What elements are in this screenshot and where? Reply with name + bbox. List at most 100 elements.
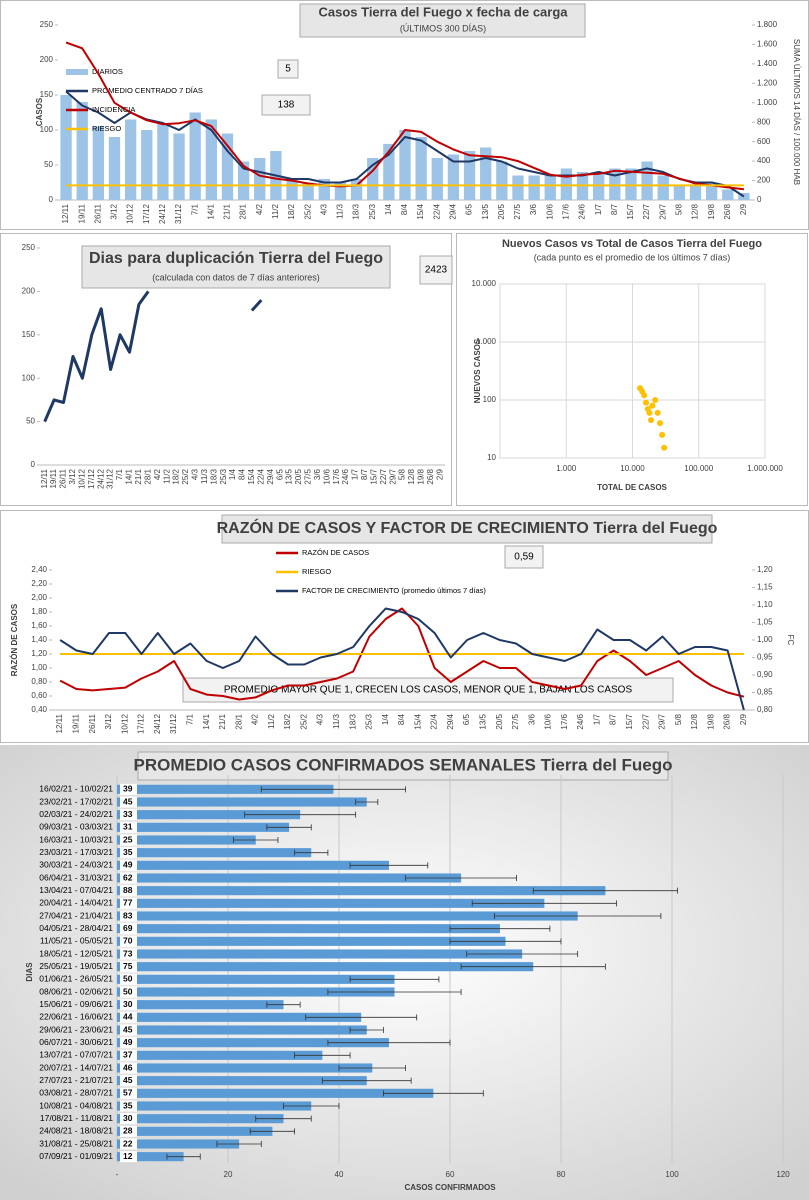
x-tick-label: 10/6	[545, 203, 554, 219]
x-tick-label: 20/5	[294, 468, 303, 484]
error-bar	[532, 887, 678, 894]
label-bg	[120, 885, 137, 897]
bar	[415, 137, 427, 200]
bar	[367, 158, 379, 200]
x-tick-label: 19/11	[72, 713, 81, 733]
x-tick-label: 26/8	[723, 713, 732, 729]
x-tick-label: 11/3	[200, 468, 209, 484]
label-bg	[120, 783, 137, 795]
value-label: 49	[123, 860, 133, 870]
label-bg	[120, 847, 137, 859]
annotation: 2423	[425, 265, 448, 276]
bar	[157, 123, 169, 200]
bar	[108, 137, 121, 200]
x-tick-label: 28/1	[234, 713, 243, 729]
label-bg	[120, 910, 137, 922]
y2-tick-label: 1,10	[757, 600, 773, 609]
y-tick-label: 250	[22, 243, 36, 252]
bar	[318, 179, 330, 200]
y-tick-label: 23/02/21 - 17/02/21	[39, 796, 113, 806]
x-tick-label: 10/12	[120, 713, 129, 734]
label-bg	[120, 1075, 137, 1087]
y-tick-label: 10/08/21 - 04/08/21	[39, 1100, 113, 1110]
x-tick-label: 4/3	[316, 713, 325, 725]
x-tick-label: 20/5	[497, 203, 506, 219]
x-tick-label: 27/5	[513, 203, 522, 219]
bar	[738, 193, 750, 200]
x-axis-label: TOTAL DE CASOS	[597, 483, 667, 492]
y-tick-label: 06/07/21 - 30/06/21	[39, 1037, 113, 1047]
label-bg	[120, 961, 137, 973]
bar	[673, 186, 686, 200]
value-label: 83	[123, 910, 133, 920]
label-bg	[120, 1100, 137, 1112]
x-tick-label: 24/6	[576, 713, 585, 729]
bar	[141, 130, 153, 200]
bar	[117, 924, 500, 934]
point	[654, 409, 661, 416]
x-tick-label: 21/1	[218, 713, 227, 729]
x-tick-label: 22/7	[379, 468, 388, 484]
point	[659, 431, 666, 438]
bar	[117, 1025, 367, 1035]
bar	[117, 1000, 284, 1010]
chart-subtitle: (calculada con datos de 7 días anteriore…	[152, 272, 320, 282]
x-tick-label: 18/2	[283, 713, 292, 729]
y2-tick-label: 600	[757, 137, 771, 146]
x-tick-label: 24/12	[153, 713, 162, 734]
y-tick-label: 13/04/21 - 07/04/21	[39, 885, 113, 895]
y-tick-label: 04/05/21 - 28/04/21	[39, 923, 113, 933]
value-label: 75	[123, 961, 133, 971]
x-tick-label: 40	[335, 1170, 344, 1179]
y-tick-label: 31/08/21 - 25/08/21	[39, 1138, 113, 1148]
y-tick-label: 50	[44, 160, 53, 169]
y-tick-label: 27/04/21 - 21/04/21	[39, 910, 113, 920]
x-tick-label: 31/12	[169, 713, 178, 734]
x-tick-label: 24/12	[96, 468, 105, 489]
point	[656, 420, 663, 427]
value-label: 73	[123, 948, 133, 958]
y-tick-label: 18/05/21 - 12/05/21	[39, 948, 113, 958]
y2-axis-label: FC	[786, 635, 795, 646]
x-tick-label: 15/4	[416, 203, 425, 219]
x-tick-label: 7/1	[185, 713, 194, 725]
y-tick-label: 0	[49, 195, 54, 204]
bar	[641, 161, 653, 200]
y-tick-label: 0,60	[31, 691, 47, 700]
bar	[117, 1012, 362, 1022]
legend-label: PROMEDIO CENTRADO 7 DÍAS	[92, 86, 203, 95]
x-tick-label: 26/11	[88, 713, 97, 733]
value-label: 22	[123, 1138, 133, 1148]
y-tick-label: 200	[40, 55, 54, 64]
value-label: 70	[123, 936, 133, 946]
x-tick-label: 14/1	[206, 203, 215, 219]
x-tick-label: 10/12	[126, 203, 135, 224]
bar	[117, 835, 256, 845]
bar	[117, 1088, 434, 1098]
label-bg	[120, 821, 137, 833]
legend-label: DIARIOS	[92, 67, 123, 76]
y-tick-label: 03/08/21 - 28/07/21	[39, 1088, 113, 1098]
bar	[221, 133, 234, 200]
x-tick-label: 11/2	[271, 203, 280, 219]
label-bg	[120, 1113, 137, 1125]
bar	[463, 151, 476, 200]
y-tick-label: 150	[22, 330, 36, 339]
error-bar	[266, 1001, 301, 1008]
y-tick-label: 27/07/21 - 21/07/21	[39, 1075, 113, 1085]
x-tick-label: 20/5	[495, 713, 504, 729]
y2-tick-label: 1,05	[757, 618, 773, 627]
error-bar	[255, 1115, 312, 1122]
label-bg	[120, 872, 137, 884]
bar	[117, 1063, 373, 1073]
error-bar	[355, 799, 379, 805]
bar	[286, 179, 298, 200]
x-tick-label: 26/8	[723, 203, 732, 219]
label-bg	[120, 948, 137, 960]
annotation: 138	[278, 100, 295, 111]
bar	[431, 158, 443, 200]
y-tick-label: 20/07/21 - 14/07/21	[39, 1062, 113, 1072]
label-bg	[120, 999, 137, 1011]
label-bg	[120, 1024, 137, 1036]
error-bar	[294, 1052, 351, 1059]
